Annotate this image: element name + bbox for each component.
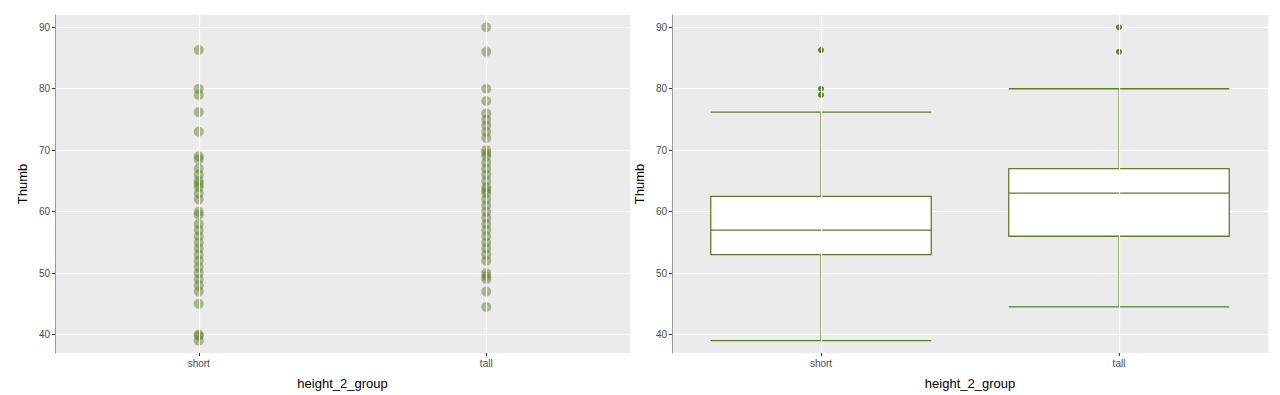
svg-text:Thumb: Thumb xyxy=(15,164,30,204)
svg-text:height_2_group: height_2_group xyxy=(925,376,1015,391)
svg-text:80: 80 xyxy=(656,83,668,94)
svg-text:short: short xyxy=(188,358,210,369)
svg-text:90: 90 xyxy=(39,22,51,33)
svg-text:short: short xyxy=(810,358,832,369)
svg-text:Thumb: Thumb xyxy=(632,164,647,204)
svg-text:70: 70 xyxy=(39,145,51,156)
svg-text:50: 50 xyxy=(39,268,51,279)
svg-text:50: 50 xyxy=(656,268,668,279)
svg-text:60: 60 xyxy=(39,206,51,217)
svg-text:40: 40 xyxy=(39,329,51,340)
svg-text:60: 60 xyxy=(656,206,668,217)
svg-text:80: 80 xyxy=(39,83,51,94)
svg-text:40: 40 xyxy=(656,329,668,340)
svg-text:90: 90 xyxy=(656,22,668,33)
svg-text:70: 70 xyxy=(656,145,668,156)
svg-text:tall: tall xyxy=(1113,358,1126,369)
svg-text:tall: tall xyxy=(480,358,493,369)
svg-text:height_2_group: height_2_group xyxy=(297,376,387,391)
